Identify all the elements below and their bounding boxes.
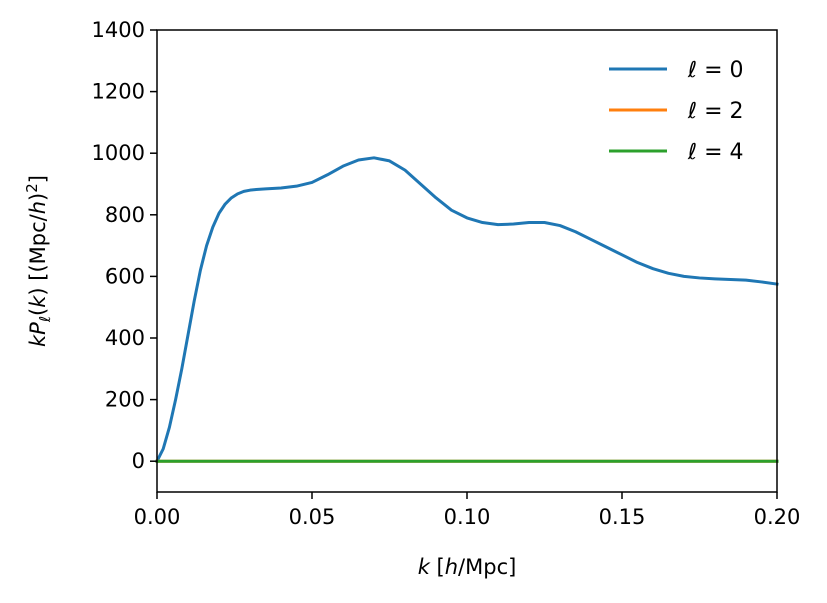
x-tick-label: 0.00 bbox=[134, 505, 181, 529]
y-tick-label: 200 bbox=[105, 388, 145, 412]
y-tick-label: 800 bbox=[105, 203, 145, 227]
legend-label-1: ℓ = 2 bbox=[687, 99, 744, 124]
x-tick-label: 0.05 bbox=[289, 505, 336, 529]
legend-label-2: ℓ = 4 bbox=[687, 140, 744, 165]
legend-label-0: ℓ = 0 bbox=[687, 58, 744, 83]
legend: ℓ = 0 ℓ = 2 ℓ = 4 bbox=[609, 58, 744, 165]
x-tick-label: 0.10 bbox=[444, 505, 491, 529]
x-axis-label: k [h/Mpc] bbox=[418, 555, 517, 579]
x-axis-ticks: 0.00 0.05 0.10 0.15 0.20 bbox=[134, 492, 801, 529]
x-tick-label: 0.15 bbox=[599, 505, 646, 529]
x-tick-label: 0.20 bbox=[754, 505, 801, 529]
plot-lines bbox=[154, 156, 779, 464]
y-tick-label: 600 bbox=[105, 264, 145, 288]
y-axis-ticks: 0 200 400 600 800 1000 1200 1400 bbox=[92, 18, 157, 473]
y-tick-label: 1400 bbox=[92, 18, 145, 42]
y-axis-label: kPℓ(k) [(Mpc/h)2] bbox=[23, 175, 54, 347]
axes-frame bbox=[156, 29, 778, 493]
y-tick-label: 400 bbox=[105, 326, 145, 350]
y-tick-label: 1200 bbox=[92, 80, 145, 104]
y-tick-label: 1000 bbox=[92, 141, 145, 165]
series-line-0 bbox=[154, 156, 779, 464]
y-tick-label: 0 bbox=[132, 449, 145, 473]
